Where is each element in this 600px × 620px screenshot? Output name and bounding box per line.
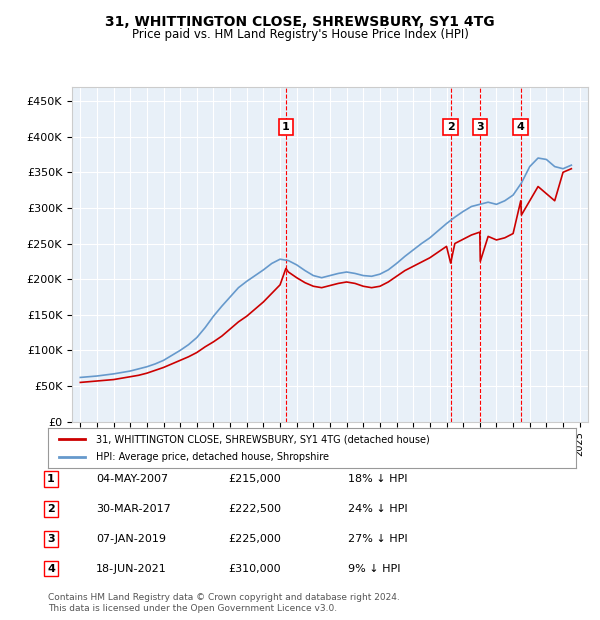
Text: £222,500: £222,500 [228, 504, 281, 514]
Text: 18% ↓ HPI: 18% ↓ HPI [348, 474, 407, 484]
Text: 3: 3 [47, 534, 55, 544]
Text: 9% ↓ HPI: 9% ↓ HPI [348, 564, 401, 574]
Text: 04-MAY-2007: 04-MAY-2007 [96, 474, 168, 484]
Text: £215,000: £215,000 [228, 474, 281, 484]
Text: £310,000: £310,000 [228, 564, 281, 574]
Text: HPI: Average price, detached house, Shropshire: HPI: Average price, detached house, Shro… [95, 452, 329, 462]
Text: 4: 4 [517, 122, 524, 132]
Text: 3: 3 [476, 122, 484, 132]
Text: 4: 4 [47, 564, 55, 574]
Text: 2: 2 [447, 122, 455, 132]
Text: 18-JUN-2021: 18-JUN-2021 [96, 564, 167, 574]
Text: 27% ↓ HPI: 27% ↓ HPI [348, 534, 407, 544]
Text: Price paid vs. HM Land Registry's House Price Index (HPI): Price paid vs. HM Land Registry's House … [131, 28, 469, 41]
Text: 1: 1 [47, 474, 55, 484]
Text: 31, WHITTINGTON CLOSE, SHREWSBURY, SY1 4TG (detached house): 31, WHITTINGTON CLOSE, SHREWSBURY, SY1 4… [95, 434, 429, 444]
Text: 31, WHITTINGTON CLOSE, SHREWSBURY, SY1 4TG: 31, WHITTINGTON CLOSE, SHREWSBURY, SY1 4… [105, 16, 495, 30]
Text: 2: 2 [47, 504, 55, 514]
Text: 1: 1 [282, 122, 290, 132]
Text: 30-MAR-2017: 30-MAR-2017 [96, 504, 171, 514]
Text: Contains HM Land Registry data © Crown copyright and database right 2024.
This d: Contains HM Land Registry data © Crown c… [48, 593, 400, 613]
Text: 07-JAN-2019: 07-JAN-2019 [96, 534, 166, 544]
Text: £225,000: £225,000 [228, 534, 281, 544]
Text: 24% ↓ HPI: 24% ↓ HPI [348, 504, 407, 514]
